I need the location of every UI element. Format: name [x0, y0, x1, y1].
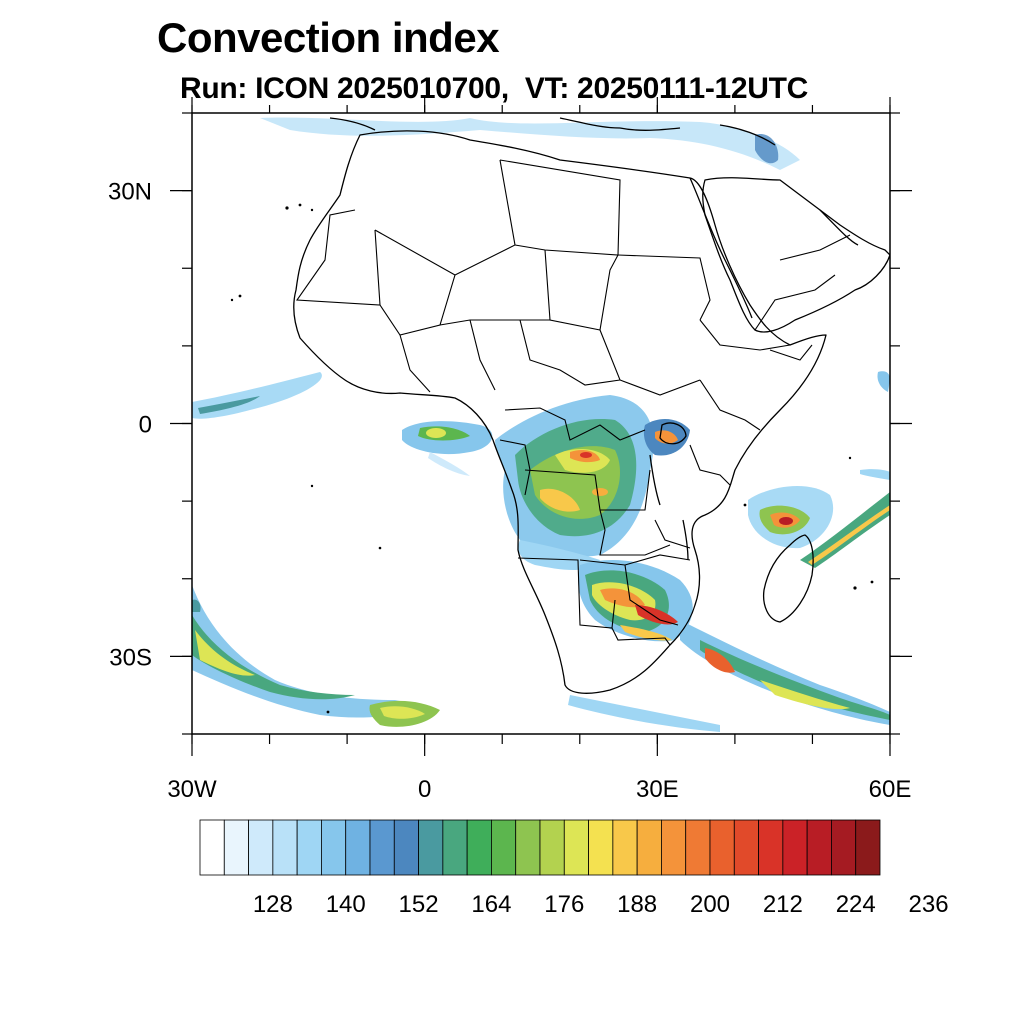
colorbar-swatch — [831, 819, 857, 876]
colorbar-label: 140 — [326, 891, 366, 918]
x-tick-label: 30W — [167, 776, 217, 803]
colorbar-swatch — [491, 819, 517, 876]
map-title: Convection index — [157, 14, 500, 61]
colorbar-swatch — [418, 819, 444, 876]
colorbar-swatch — [248, 819, 274, 876]
colorbar-swatch — [758, 819, 784, 876]
colorbar-swatch — [806, 819, 832, 876]
colorbar-swatch — [588, 819, 614, 876]
colorbar-label: 152 — [399, 891, 439, 918]
colorbar-label: 188 — [617, 891, 657, 918]
colorbar-swatch — [321, 819, 347, 876]
colorbar-labels: 128 140 152 164 176 188 200 212 224 236 — [253, 891, 949, 918]
country-borders — [295, 159, 851, 646]
colorbar-swatch — [661, 819, 687, 876]
coastlines — [293, 117, 890, 694]
colorbar-swatch — [855, 819, 881, 876]
colorbar-swatch — [466, 819, 492, 876]
colorbar-label: 212 — [763, 891, 803, 918]
colorbar-swatch — [345, 819, 371, 876]
colorbar-swatch — [442, 819, 468, 876]
colorbar-swatch — [563, 819, 589, 876]
colorbar-swatch — [272, 819, 298, 876]
convection-field — [192, 117, 890, 732]
colorbar-swatch — [636, 819, 662, 876]
colorbar-swatch — [199, 819, 225, 876]
colorbar-label: 236 — [909, 891, 949, 918]
y-tick-label: 30S — [109, 644, 152, 671]
colorbar-swatch — [296, 819, 322, 876]
colorbar-label: 224 — [836, 891, 876, 918]
colorbar-swatch — [539, 819, 565, 876]
colorbar — [199, 819, 881, 876]
colorbar-label: 164 — [471, 891, 511, 918]
colorbar-swatch — [223, 819, 249, 876]
colorbar-label: 200 — [690, 891, 730, 918]
colorbar-swatch — [709, 819, 735, 876]
x-tick-label: 60E — [869, 776, 912, 803]
axis-ticks — [170, 97, 912, 756]
axis-tick-labels: 30W 0 30E 60E 30N 0 30S — [108, 179, 911, 803]
colorbar-swatch — [369, 819, 395, 876]
colorbar-swatch — [733, 819, 759, 876]
arabia-coastline — [702, 177, 890, 333]
colorbar-swatch — [612, 819, 638, 876]
colorbar-swatch — [685, 819, 711, 876]
colorbar-swatch — [782, 819, 808, 876]
map-subtitle: Run: ICON 2025010700, VT: 20250111-12UTC — [180, 72, 809, 105]
colorbar-label: 176 — [544, 891, 584, 918]
madagascar-coastline — [762, 534, 814, 623]
colorbar-swatch — [515, 819, 541, 876]
colorbar-swatch — [393, 819, 419, 876]
x-tick-label: 30E — [636, 776, 679, 803]
islands — [230, 203, 874, 714]
x-tick-label: 0 — [418, 776, 431, 803]
y-tick-label: 0 — [139, 412, 152, 439]
y-tick-label: 30N — [108, 179, 152, 206]
colorbar-label: 128 — [253, 891, 293, 918]
